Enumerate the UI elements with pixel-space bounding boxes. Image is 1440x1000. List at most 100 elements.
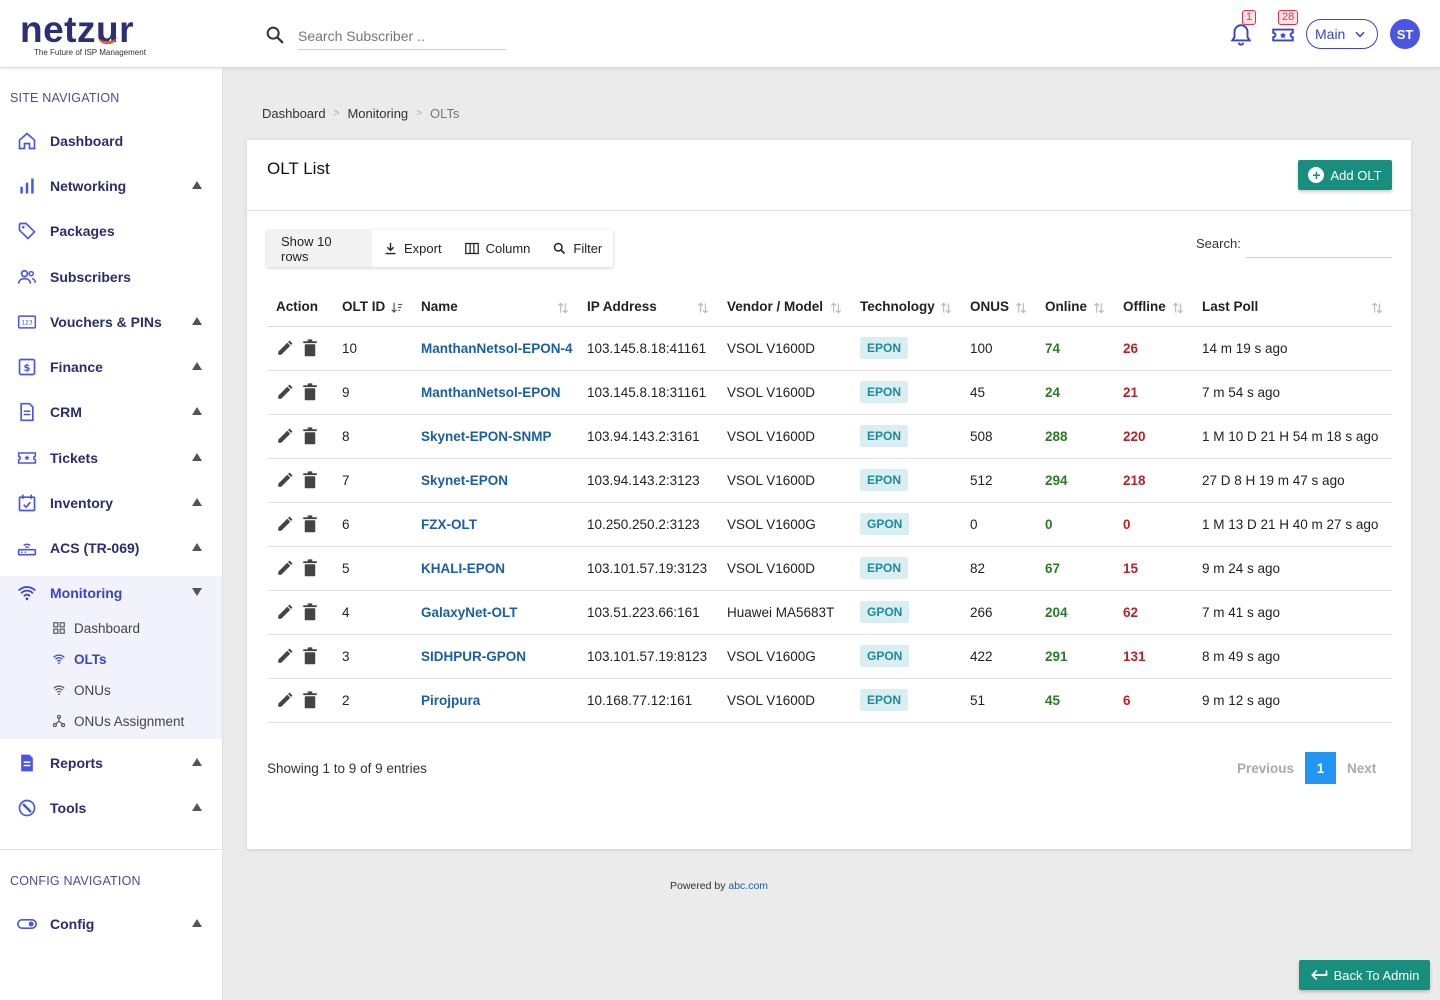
sidebar-subitem-monitoring-dashboard[interactable]: Dashboard <box>52 617 140 639</box>
ticket-icon <box>17 452 37 464</box>
sidebar-item-reports[interactable]: Reports <box>0 743 222 783</box>
add-olt-label: Add OLT <box>1330 167 1382 183</box>
notifications-button[interactable]: 1 <box>1228 10 1257 48</box>
delete-icon[interactable] <box>302 603 318 621</box>
edit-icon[interactable] <box>276 471 294 489</box>
edit-icon[interactable] <box>276 603 294 621</box>
sidebar-subitem-olts[interactable]: OLTs <box>52 648 107 670</box>
column-header-technology[interactable]: Technology <box>851 288 961 327</box>
column-header-ip-address[interactable]: IP Address <box>578 288 718 327</box>
onus-cell: 266 <box>961 590 1036 635</box>
column-header-offline[interactable]: Offline <box>1114 288 1193 327</box>
export-button[interactable]: Export <box>372 230 453 267</box>
technology-badge: EPON <box>860 337 909 359</box>
back-to-admin-button[interactable]: Back To Admin <box>1299 960 1430 990</box>
sidebar-subitem-onus[interactable]: ONUs <box>52 679 111 701</box>
sort-icon <box>557 302 569 314</box>
sidebar-item-acs[interactable]: ACS (TR-069) <box>0 528 222 568</box>
online-count: 74 <box>1045 340 1061 356</box>
table-row: 4 GalaxyNet-OLT 103.51.223.66:161 Huawei MA… <box>267 590 1392 635</box>
footer-link[interactable]: abc.com <box>728 880 769 892</box>
site-navigation-title: SITE NAVIGATION <box>10 91 120 105</box>
breadcrumb-dashboard[interactable]: Dashboard <box>262 106 326 121</box>
sidebar-item-crm[interactable]: CRM <box>0 392 222 432</box>
offline-cell: 21 <box>1114 370 1193 415</box>
sidebar-subitem-onus-assignment[interactable]: ONUs Assignment <box>52 710 184 732</box>
edit-icon[interactable] <box>276 427 294 445</box>
table-row: 7 Skynet-EPON 103.94.143.2:3123 VSOL V1600D… <box>267 458 1392 503</box>
column-header-online[interactable]: Online <box>1036 288 1114 327</box>
olt-name-link[interactable]: Pirojpura <box>421 692 481 708</box>
olt-name-link[interactable]: FZX-OLT <box>421 516 477 532</box>
column-header-olt-id[interactable]: OLT ID <box>333 288 412 327</box>
name-cell: ManthanNetsol-EPON <box>412 370 578 415</box>
previous-page-button[interactable]: Previous <box>1237 760 1295 776</box>
calendar-check-icon <box>18 494 36 512</box>
column-button[interactable]: Column <box>453 230 542 267</box>
main-select-value: Main <box>1315 26 1346 42</box>
user-avatar[interactable]: ST <box>1390 19 1420 49</box>
table-row: 9 ManthanNetsol-EPON 103.145.8.18:31161 VSO… <box>267 370 1392 415</box>
olt-id-cell: 2 <box>333 678 412 723</box>
delete-icon[interactable] <box>302 427 318 445</box>
table-search-input[interactable] <box>1246 228 1392 258</box>
filter-button[interactable]: Filter <box>541 230 613 267</box>
sidebar-item-tickets[interactable]: Tickets <box>0 438 222 478</box>
search-icon <box>554 242 566 255</box>
olt-name-link[interactable]: ManthanNetsol-EPON <box>421 384 561 400</box>
sidebar-item-monitoring[interactable]: Monitoring <box>0 573 222 613</box>
breadcrumb-monitoring[interactable]: Monitoring <box>347 106 409 121</box>
wifi-icon <box>53 685 65 695</box>
olt-name-link[interactable]: SIDHPUR-GPON <box>421 648 527 664</box>
edit-icon[interactable] <box>276 559 294 577</box>
technology-badge: EPON <box>860 425 909 447</box>
show-rows-button[interactable]: Show 10 rows <box>267 230 372 267</box>
column-header-vendor-model[interactable]: Vendor / Model <box>718 288 851 327</box>
main-branch-select[interactable]: Main <box>1306 19 1378 49</box>
delete-icon[interactable] <box>302 339 318 357</box>
delete-icon[interactable] <box>302 383 318 401</box>
olt-name-link[interactable]: Skynet-EPON-SNMP <box>421 428 552 444</box>
table-row: 6 FZX-OLT 10.250.250.2:3123 VSOL V1600G GPON… <box>267 502 1392 547</box>
olt-name-link[interactable]: GalaxyNet-OLT <box>421 604 518 620</box>
delete-icon[interactable] <box>302 515 318 533</box>
next-page-button[interactable]: Next <box>1347 760 1377 776</box>
column-header-last-poll[interactable]: Last Poll <box>1193 288 1392 327</box>
tag-icon <box>18 222 36 240</box>
sidebar-item-vouchers-pins[interactable]: 123 Vouchers & PINs <box>0 302 222 342</box>
column-header-name[interactable]: Name <box>412 288 578 327</box>
sidebar-item-config[interactable]: Config <box>0 904 222 944</box>
add-olt-button[interactable]: + Add OLT <box>1298 160 1392 190</box>
edit-icon[interactable] <box>276 515 294 533</box>
edit-icon[interactable] <box>276 383 294 401</box>
sidebar-item-networking[interactable]: Networking <box>0 166 222 206</box>
sidebar-item-inventory[interactable]: Inventory <box>0 483 222 523</box>
edit-icon[interactable] <box>276 339 294 357</box>
tickets-button[interactable]: 28 <box>1270 10 1299 48</box>
delete-icon[interactable] <box>302 471 318 489</box>
sidebar-item-packages[interactable]: Packages <box>0 211 222 251</box>
sidebar-item-label: Tools <box>50 800 87 816</box>
delete-icon[interactable] <box>302 559 318 577</box>
sidebar-item-subscribers[interactable]: Subscribers <box>0 257 222 297</box>
export-label: Export <box>404 241 442 256</box>
sidebar-item-finance[interactable]: $ Finance <box>0 347 222 387</box>
edit-icon[interactable] <box>276 647 294 665</box>
sidebar-item-dashboard[interactable]: Dashboard <box>0 121 222 161</box>
sidebar-item-tools[interactable]: Tools <box>0 788 222 828</box>
last-poll-cell: 8 m 49 s ago <box>1193 634 1392 679</box>
netzur-logo[interactable]: netzur The Future of ISP Management <box>20 10 170 60</box>
ip-address-cell: 103.145.8.18:41161 <box>578 326 718 371</box>
olt-name-link[interactable]: Skynet-EPON <box>421 472 509 488</box>
column-header-onus[interactable]: ONUS <box>961 288 1036 327</box>
column-header-label: Action <box>276 299 318 315</box>
delete-icon[interactable] <box>302 691 318 709</box>
delete-icon[interactable] <box>302 647 318 665</box>
olt-name-link[interactable]: ManthanNetsol-EPON-4 <box>421 340 573 356</box>
search-subscriber-input[interactable] <box>298 22 506 50</box>
page-1-button[interactable]: 1 <box>1305 752 1337 784</box>
olt-name-link[interactable]: KHALI-EPON <box>421 560 505 576</box>
edit-icon[interactable] <box>276 691 294 709</box>
chevron-down-icon <box>1355 31 1365 38</box>
dollar-icon: $ <box>18 358 36 376</box>
